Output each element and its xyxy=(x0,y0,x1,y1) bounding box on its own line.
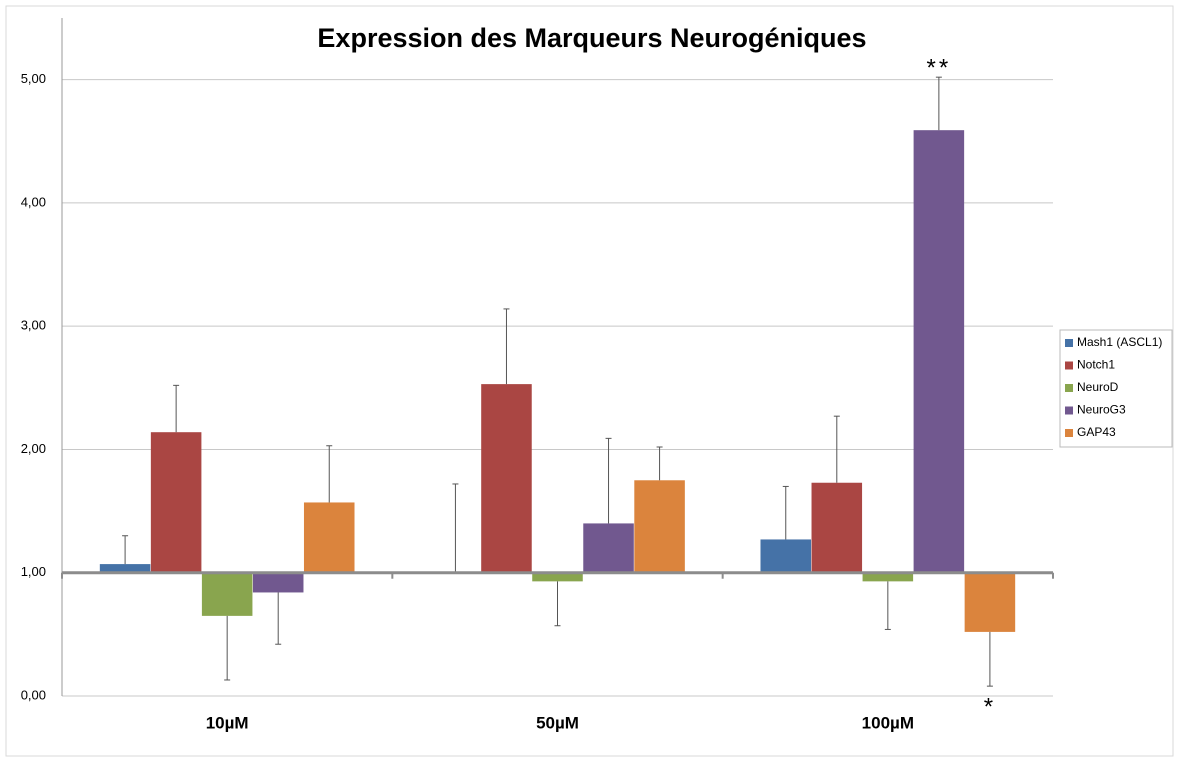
legend-swatch xyxy=(1065,361,1073,370)
bar xyxy=(913,130,965,573)
bar xyxy=(481,384,532,573)
bar xyxy=(862,572,914,582)
chart-title: Expression des Marqueurs Neurogéniques xyxy=(317,23,866,53)
annotation: * xyxy=(984,693,996,720)
y-tick-label: 3,00 xyxy=(21,318,46,333)
bar xyxy=(964,572,1016,632)
y-tick-label: 1,00 xyxy=(21,564,46,579)
y-tick-label: 2,00 xyxy=(21,441,46,456)
bar xyxy=(252,572,304,593)
y-tick-label: 0,00 xyxy=(21,687,46,702)
bar xyxy=(760,539,812,573)
x-tick-label: 10µM xyxy=(206,713,249,732)
legend-label: GAP43 xyxy=(1077,425,1116,439)
legend-swatch xyxy=(1065,429,1073,437)
x-tick-label: 50µM xyxy=(536,713,579,732)
legend-swatch xyxy=(1065,384,1073,392)
legend-label: Mash1 (ASCL1) xyxy=(1077,335,1162,349)
annotation: ** xyxy=(927,55,952,82)
legend-swatch xyxy=(1065,339,1073,347)
x-tick-label: 100µM xyxy=(862,713,914,732)
bar xyxy=(99,564,151,573)
y-tick-label: 4,00 xyxy=(21,194,46,209)
legend-box xyxy=(1059,329,1173,448)
y-tick-label: 5,00 xyxy=(21,71,46,86)
bar xyxy=(634,480,685,573)
bar xyxy=(303,502,355,573)
legend-swatch xyxy=(1065,406,1073,415)
chart-frame xyxy=(5,5,1174,757)
bar xyxy=(583,523,634,573)
legend-label: Notch1 xyxy=(1077,358,1115,372)
bar xyxy=(150,432,202,573)
legend-label: NeuroG3 xyxy=(1077,403,1126,417)
bar xyxy=(532,572,583,582)
bar xyxy=(201,572,253,616)
bar xyxy=(811,482,863,573)
legend-label: NeuroD xyxy=(1077,380,1119,394)
